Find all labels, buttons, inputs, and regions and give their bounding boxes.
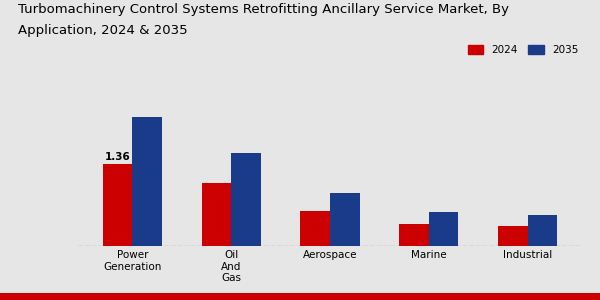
Legend: 2024, 2035: 2024, 2035	[463, 41, 583, 59]
Bar	[301, 211, 330, 246]
Bar	[399, 224, 429, 246]
Bar	[103, 164, 133, 246]
Text: Turbomachinery Control Systems Retrofitting Ancillary Service Market, By: Turbomachinery Control Systems Retrofitt…	[18, 3, 509, 16]
Bar	[202, 183, 231, 246]
Text: 1.36: 1.36	[104, 152, 130, 162]
Bar	[330, 193, 359, 246]
Text: Application, 2024 & 2035: Application, 2024 & 2035	[18, 24, 188, 37]
Bar	[133, 117, 162, 246]
Bar	[527, 215, 557, 246]
Bar	[231, 153, 261, 246]
Bar	[429, 212, 458, 246]
Bar	[498, 226, 527, 246]
